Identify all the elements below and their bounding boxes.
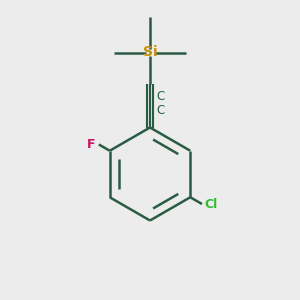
Text: C: C bbox=[157, 90, 165, 103]
Text: C: C bbox=[157, 104, 165, 118]
Text: Si: Si bbox=[143, 46, 157, 59]
Text: F: F bbox=[87, 138, 96, 151]
Text: Cl: Cl bbox=[204, 197, 218, 211]
